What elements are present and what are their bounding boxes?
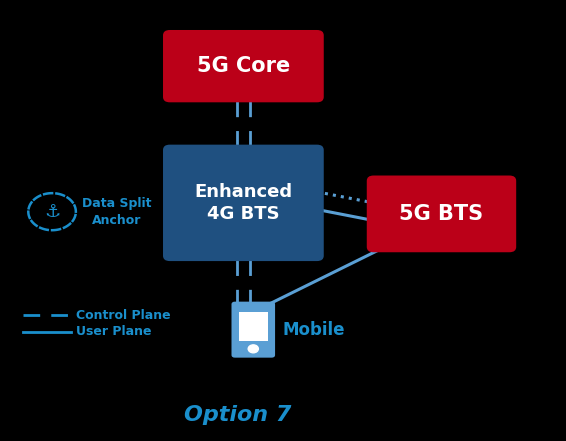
- Text: 5G BTS: 5G BTS: [400, 204, 483, 224]
- FancyBboxPatch shape: [163, 30, 324, 102]
- Circle shape: [248, 345, 258, 353]
- Text: Enhanced
4G BTS: Enhanced 4G BTS: [194, 183, 293, 223]
- FancyBboxPatch shape: [367, 176, 516, 252]
- Text: Control Plane: Control Plane: [76, 309, 171, 322]
- Text: User Plane: User Plane: [76, 325, 152, 338]
- FancyBboxPatch shape: [231, 302, 275, 358]
- FancyBboxPatch shape: [239, 312, 268, 341]
- FancyBboxPatch shape: [163, 145, 324, 261]
- Text: Option 7: Option 7: [184, 404, 291, 425]
- Text: ⚓: ⚓: [44, 203, 60, 220]
- Text: Data Split
Anchor: Data Split Anchor: [82, 197, 152, 227]
- Text: 5G Core: 5G Core: [197, 56, 290, 76]
- Text: Mobile: Mobile: [283, 321, 345, 339]
